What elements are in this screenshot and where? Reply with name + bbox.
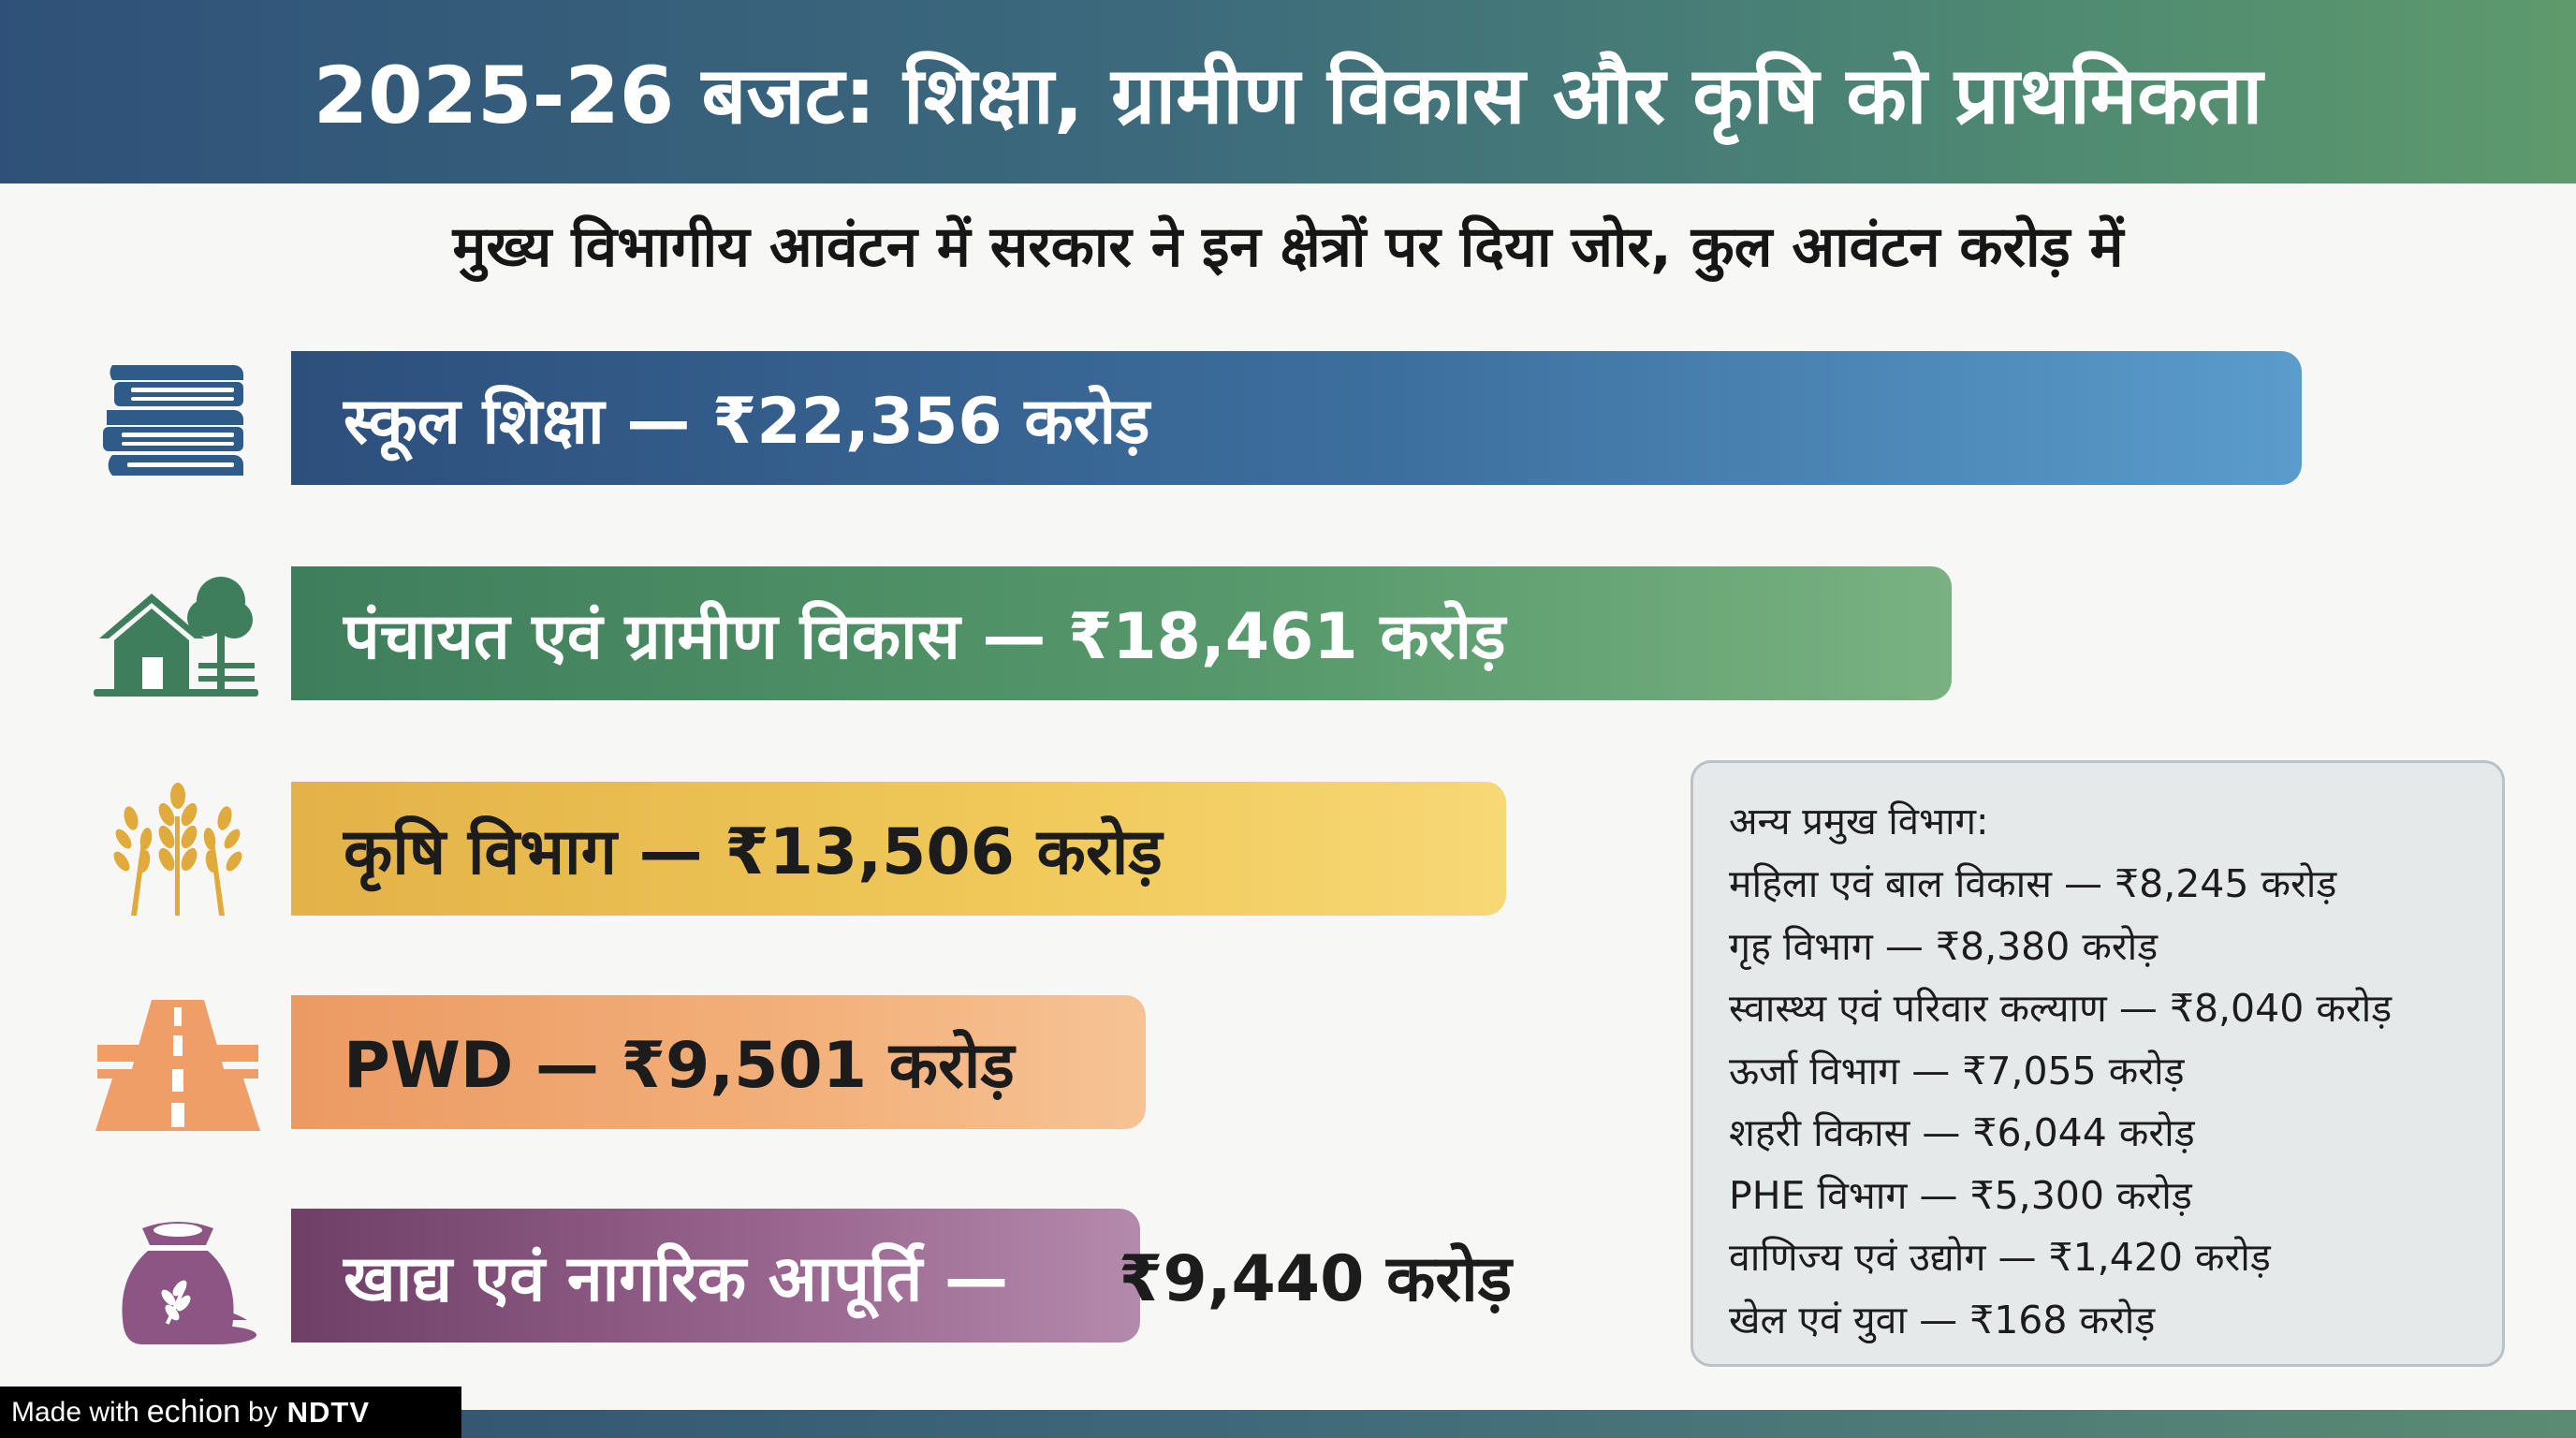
other-departments-title: अन्य प्रमुख विभाग: bbox=[1729, 800, 1989, 844]
list-item: गृह विभाग — ₹8,380 करोड़ bbox=[1729, 923, 2159, 969]
bar-label: पंचायत एवं ग्रामीण विकास — ₹18,461 करोड़ bbox=[344, 600, 1506, 674]
list-item: PHE विभाग — ₹5,300 करोड़ bbox=[1729, 1172, 2192, 1218]
bar-label: खाद्य एवं नागरिक आपूर्ति — bbox=[344, 1242, 1008, 1316]
highway-road-icon bbox=[95, 1000, 260, 1131]
bar-school-education: स्कूल शिक्षा — ₹22,356 करोड़ bbox=[291, 351, 2302, 485]
list-item: ऊर्जा विभाग — ₹7,055 करोड़ bbox=[1729, 1048, 2185, 1093]
bar-panchayat-rural-development: पंचायत एवं ग्रामीण विकास — ₹18,461 करोड़ bbox=[291, 566, 1952, 700]
grain-sack-icon bbox=[122, 1222, 256, 1344]
bar-value-label: ₹9,440 करोड़ bbox=[1119, 1242, 1513, 1316]
rural-house-tree-icon bbox=[94, 577, 258, 697]
ndtv-logo: NDTV bbox=[286, 1395, 371, 1429]
bar-agriculture: कृषि विभाग — ₹13,506 करोड़ bbox=[291, 782, 1506, 916]
watermark-text: Made with bbox=[11, 1396, 139, 1428]
list-item: खेल एवं युवा — ₹168 करोड़ bbox=[1729, 1297, 2156, 1343]
wheat-icon bbox=[113, 783, 242, 916]
bar-label: PWD — ₹9,501 करोड़ bbox=[344, 1029, 1015, 1103]
watermark: Made with echion by NDTV bbox=[0, 1387, 461, 1438]
bar-label: स्कूल शिक्षा — ₹22,356 करोड़ bbox=[344, 385, 1150, 459]
page-title: 2025-26 बजट: शिक्षा, ग्रामीण विकास और कृ… bbox=[313, 49, 2263, 141]
list-item: महिला एवं बाल विकास — ₹8,245 करोड़ bbox=[1729, 861, 2337, 906]
list-item: शहरी विकास — ₹6,044 करोड़ bbox=[1729, 1110, 2195, 1155]
list-item: वाणिज्य एवं उद्योग — ₹1,420 करोड़ bbox=[1729, 1235, 2271, 1280]
header-banner: 2025-26 बजट: शिक्षा, ग्रामीण विकास और कृ… bbox=[0, 0, 2576, 183]
books-icon bbox=[103, 365, 243, 476]
bar-food-civil-supplies: खाद्य एवं नागरिक आपूर्ति — bbox=[291, 1209, 1140, 1343]
page-subtitle: मुख्य विभागीय आवंटन में सरकार ने इन क्षे… bbox=[452, 214, 2124, 280]
echion-logo: echion bbox=[146, 1394, 241, 1430]
bar-pwd: PWD — ₹9,501 करोड़ bbox=[291, 995, 1146, 1129]
list-item: स्वास्थ्य एवं परिवार कल्याण — ₹8,040 करो… bbox=[1729, 986, 2393, 1031]
watermark-by: by bbox=[247, 1396, 278, 1428]
other-departments-box: अन्य प्रमुख विभाग: महिला एवं बाल विकास —… bbox=[1690, 760, 2505, 1367]
bar-label: कृषि विभाग — ₹13,506 करोड़ bbox=[344, 815, 1163, 889]
